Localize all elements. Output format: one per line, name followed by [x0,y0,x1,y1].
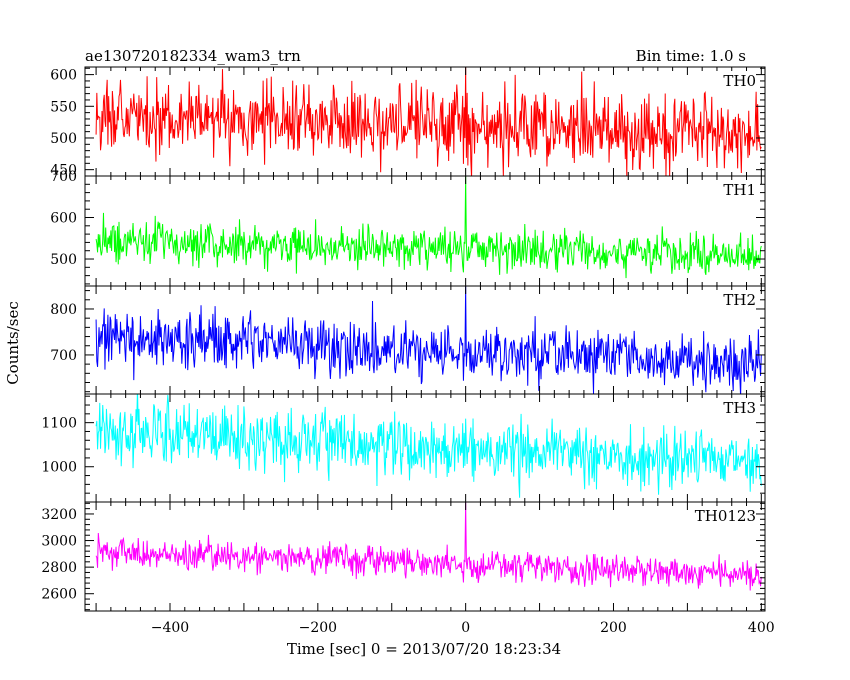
series-line-th0123 [95,502,762,591]
y-tick-label: 2600 [41,587,77,603]
y-tick-label: 3000 [41,534,77,550]
y-tick-label: 800 [50,302,77,318]
x-tick-label: 400 [748,620,775,636]
series-line-th0 [95,67,762,176]
bin-time-label: Bin time: 1.0 s [636,47,746,65]
panels-group: 450 500 550 600 TH0 500 600 700 TH1 700 800 TH2 1000… [41,66,775,636]
panel-label-th2: TH2 [723,291,756,309]
panel-label-th1: TH1 [723,181,756,199]
y-tick-label: 700 [50,169,77,185]
y-tick-label: 700 [50,348,77,364]
panel-frame-th1 [84,175,766,287]
y-tick-label: 600 [50,211,77,227]
x-tick-label: −200 [299,620,337,636]
y-tick-label: 3200 [41,507,77,523]
panel-frame-th0123 [84,501,766,612]
y-tick-label: 500 [50,131,77,147]
series-line-th2 [95,286,762,394]
series-line-th3 [95,394,762,498]
x-tick-label: −400 [151,620,189,636]
y-tick-label: 550 [50,99,77,115]
x-tick-label: 200 [600,620,627,636]
y-tick-label: 600 [50,68,77,84]
y-tick-label: 2800 [41,560,77,576]
series-line-th1 [95,176,762,279]
y-tick-label: 1000 [41,460,77,476]
x-axis-label: Time [sec] 0 = 2013/07/20 18:23:34 [287,640,561,658]
panel-label-th0123: TH0123 [695,507,756,525]
y-axis-label: Counts/sec [4,301,22,385]
y-tick-label: 450 [50,163,77,179]
figure-title: ae130720182334_wam3_trn [85,47,301,65]
panel-label-th3: TH3 [723,399,756,417]
x-tick-label: 0 [461,620,470,636]
y-tick-label: 500 [50,252,77,268]
y-tick-label: 1100 [41,416,77,432]
panel-label-th0: TH0 [723,72,756,90]
